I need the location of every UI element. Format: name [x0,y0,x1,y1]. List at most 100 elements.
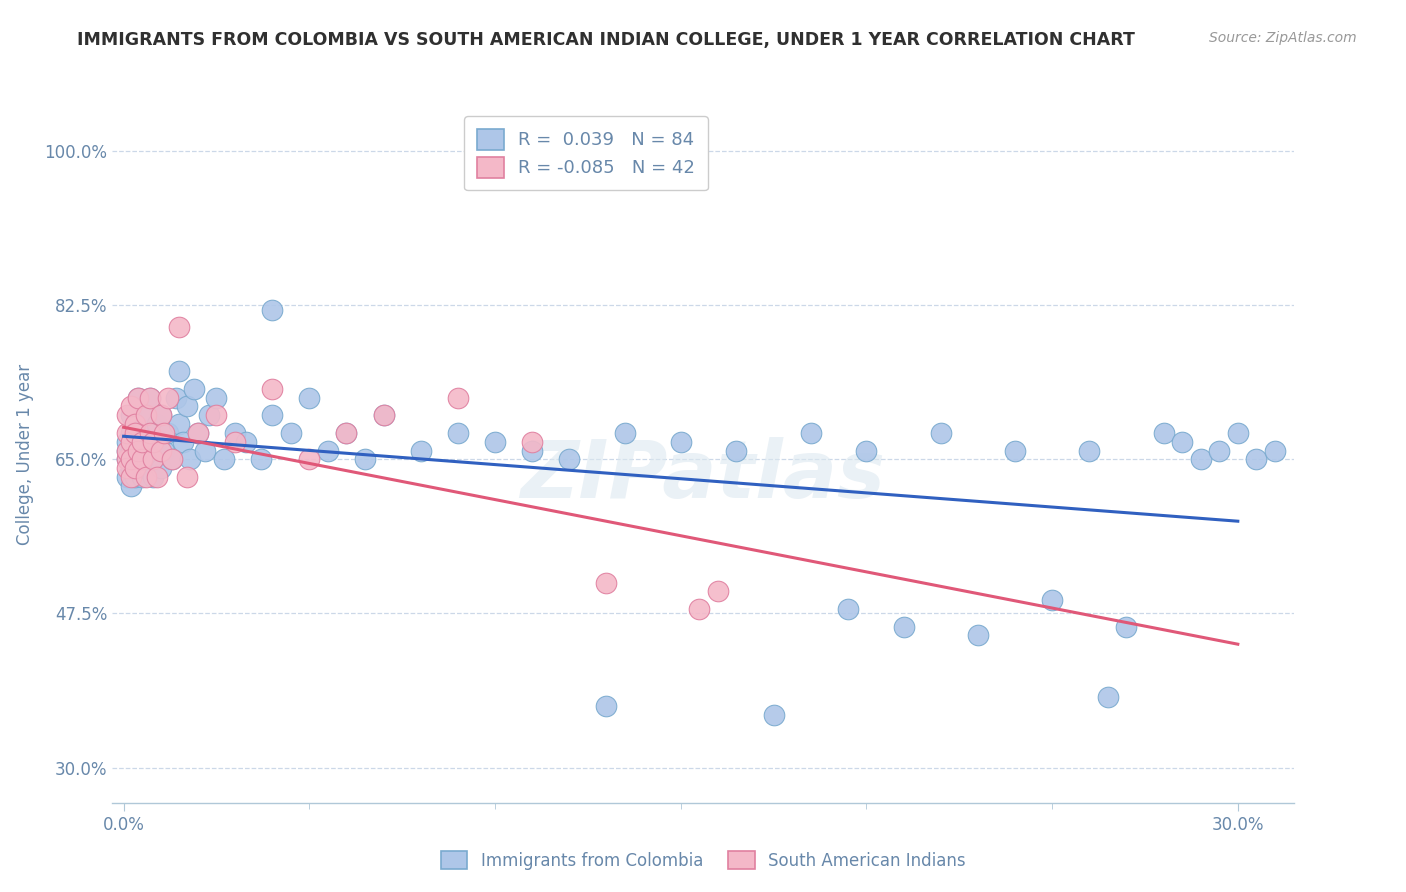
Point [224,434,246,449]
Point [127,443,149,458]
Point [447,425,470,440]
Point [187,425,209,440]
Point [198,409,221,423]
Point [120,434,142,449]
Point [146,470,169,484]
Point [169,320,191,334]
Point [135,461,157,475]
Point [262,302,284,317]
Point [127,461,149,475]
Point [335,425,357,440]
Point [447,391,470,405]
Point [131,452,153,467]
Point [669,434,692,449]
Point [1246,452,1268,467]
Point [135,409,157,423]
Point [280,425,302,440]
Point [688,602,710,616]
Point [138,425,160,440]
Point [1264,443,1286,458]
Point [127,391,149,405]
Point [142,452,165,467]
Point [520,443,543,458]
Point [1226,425,1249,440]
Point [966,628,988,642]
Point [120,443,142,458]
Point [1171,434,1194,449]
Point [138,391,160,405]
Point [205,391,228,405]
Point [157,391,180,405]
Point [169,364,191,378]
Point [707,584,730,599]
Point [124,417,146,431]
Point [117,443,139,458]
Point [595,575,617,590]
Point [120,425,142,440]
Text: IMMIGRANTS FROM COLOMBIA VS SOUTH AMERICAN INDIAN COLLEGE, UNDER 1 YEAR CORRELAT: IMMIGRANTS FROM COLOMBIA VS SOUTH AMERIC… [77,31,1135,49]
Point [117,409,139,423]
Point [142,452,165,467]
Point [1004,443,1026,458]
Point [131,434,153,449]
Point [124,470,146,484]
Point [205,409,228,423]
Point [1189,452,1212,467]
Point [131,434,153,449]
Point [298,391,321,405]
Point [153,443,176,458]
Text: Source: ZipAtlas.com: Source: ZipAtlas.com [1209,31,1357,45]
Point [124,461,146,475]
Point [117,443,139,458]
Point [373,409,395,423]
Point [117,452,139,467]
Point [120,400,142,414]
Y-axis label: College, Under 1 year: College, Under 1 year [15,364,34,546]
Point [762,707,785,722]
Point [262,382,284,396]
Point [298,452,321,467]
Point [837,602,859,616]
Point [117,425,139,440]
Point [142,434,165,449]
Point [224,425,246,440]
Point [1208,443,1230,458]
Legend: Immigrants from Colombia, South American Indians: Immigrants from Colombia, South American… [434,845,972,877]
Point [1040,593,1063,607]
Point [124,434,146,449]
Point [409,443,432,458]
Point [153,425,176,440]
Point [117,470,139,484]
Point [893,620,915,634]
Point [117,452,139,467]
Point [169,417,191,431]
Point [335,425,357,440]
Point [124,425,146,440]
Point [131,452,153,467]
Point [212,452,235,467]
Point [929,425,952,440]
Point [187,425,209,440]
Point [120,452,142,467]
Point [484,434,506,449]
Point [149,461,172,475]
Point [595,698,617,713]
Point [157,425,180,440]
Point [138,391,160,405]
Point [146,434,169,449]
Point [194,443,217,458]
Point [117,434,139,449]
Point [235,434,257,449]
Point [131,470,153,484]
Point [1153,425,1175,440]
Point [120,470,142,484]
Point [250,452,273,467]
Point [149,409,172,423]
Point [165,391,187,405]
Point [1115,620,1137,634]
Point [1097,690,1119,705]
Point [725,443,748,458]
Point [142,470,165,484]
Point [855,443,877,458]
Point [354,452,377,467]
